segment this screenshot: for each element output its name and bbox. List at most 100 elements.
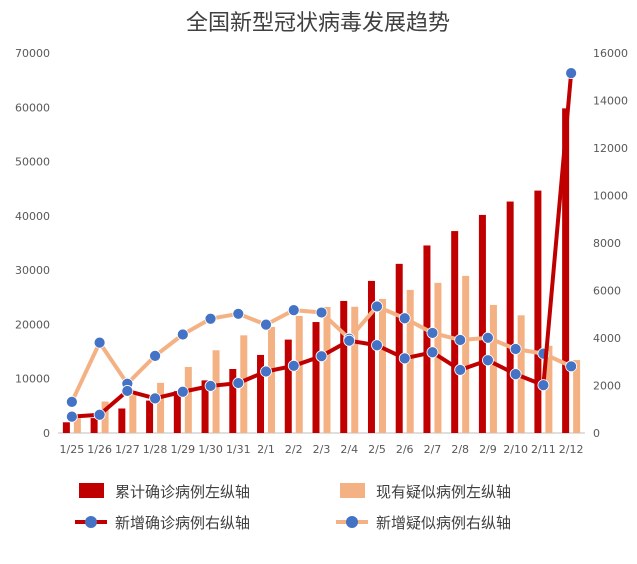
line-point <box>482 331 494 344</box>
bar <box>573 360 581 433</box>
x-axis-tick-label: 2/10 <box>503 443 528 456</box>
bar <box>229 368 237 433</box>
bar <box>118 408 126 433</box>
bar <box>478 214 486 433</box>
line-point <box>398 352 411 365</box>
bar <box>212 350 220 433</box>
line-point <box>482 354 494 367</box>
bar <box>62 422 70 433</box>
x-axis-tick-label: 2/11 <box>531 443 556 456</box>
line-point <box>565 360 578 373</box>
line-series <box>65 300 578 408</box>
left-axis-tick-label: 0 <box>43 427 50 440</box>
legend-marker <box>346 516 358 528</box>
bar <box>351 306 359 433</box>
x-axis: 1/25 1/26 1/27 1/28 1/29 1/30 1/31 2/1 2/2 2/3 2/4… <box>60 443 584 456</box>
x-axis-tick-label: 2/7 <box>424 443 442 456</box>
line-point <box>315 306 328 319</box>
x-axis-tick-label: 1/27 <box>115 443 140 456</box>
line-point <box>260 318 272 331</box>
bar <box>201 380 209 433</box>
bar <box>489 304 497 433</box>
bar <box>562 108 570 433</box>
right-axis-tick-label: 16000 <box>593 47 628 60</box>
x-axis-tick-label: 2/3 <box>313 443 331 456</box>
x-axis-tick-label: 1/28 <box>143 443 168 456</box>
legend-swatch <box>79 483 104 498</box>
bar <box>534 190 542 433</box>
line-point <box>426 327 439 339</box>
line-point <box>565 67 578 80</box>
legend-item: 新增确诊病例右纵轴 <box>75 514 250 532</box>
line-point <box>287 359 300 372</box>
bar <box>395 263 403 433</box>
bar <box>295 315 303 433</box>
line-point <box>232 307 245 320</box>
bar-series-group <box>62 108 581 433</box>
x-axis-tick-label: 2/2 <box>285 443 303 456</box>
right-axis-tick-label: 12000 <box>593 142 628 155</box>
line-point <box>371 300 383 313</box>
left-axis-tick-label: 50000 <box>15 156 50 169</box>
line-point <box>426 346 439 359</box>
legend-label: 现有疑似病例左纵轴 <box>376 483 511 501</box>
bar <box>367 280 375 433</box>
bar <box>129 395 137 433</box>
line-point <box>509 343 522 355</box>
line-point <box>93 336 106 349</box>
bar <box>423 245 431 433</box>
bar-series <box>62 108 570 433</box>
line-point <box>149 349 161 362</box>
chart-title: 全国新型冠状病毒发展趋势 <box>186 11 450 36</box>
bar <box>340 300 348 433</box>
line-point <box>260 365 272 378</box>
x-axis-tick-label: 2/6 <box>396 443 414 456</box>
bar <box>90 418 98 433</box>
left-axis: 0 10000 20000 30000 40000 50000 60000 70000 <box>15 47 50 440</box>
right-axis-tick-label: 10000 <box>593 190 628 203</box>
legend-marker <box>85 516 97 528</box>
left-axis-tick-label: 30000 <box>15 264 50 277</box>
bar <box>146 400 154 433</box>
line-point <box>232 377 245 389</box>
line-series-group <box>65 67 578 423</box>
bar <box>378 298 386 433</box>
x-axis-tick-label: 1/26 <box>87 443 112 456</box>
bar <box>268 326 276 433</box>
right-axis: 0 2000 4000 6000 8000 10000 12000 14000 16000 <box>593 47 628 440</box>
left-axis-tick-label: 70000 <box>15 47 50 60</box>
left-axis-tick-label: 10000 <box>15 373 50 386</box>
bar <box>73 418 81 433</box>
bar <box>284 339 292 433</box>
line-point <box>398 312 411 325</box>
right-axis-tick-label: 0 <box>593 427 600 440</box>
legend-label: 新增确诊病例右纵轴 <box>115 514 250 532</box>
line-point <box>287 304 300 317</box>
line-point <box>176 385 189 398</box>
left-axis-tick-label: 40000 <box>15 210 50 223</box>
x-axis-tick-label: 2/4 <box>340 443 358 456</box>
line-point <box>315 350 328 363</box>
x-axis-tick-label: 2/8 <box>451 443 469 456</box>
line-point <box>65 410 78 423</box>
left-axis-tick-label: 20000 <box>15 318 50 331</box>
line-point <box>121 385 134 397</box>
x-axis-tick-label: 1/30 <box>198 443 223 456</box>
bar <box>312 322 320 433</box>
bar <box>101 401 109 433</box>
bar <box>451 231 459 433</box>
bar <box>545 345 553 433</box>
right-axis-tick-label: 14000 <box>593 95 628 108</box>
left-axis-tick-label: 60000 <box>15 101 50 114</box>
line-point <box>454 334 467 346</box>
legend-item: 新增疑似病例右纵轴 <box>336 514 511 532</box>
right-axis-tick-label: 8000 <box>593 237 621 250</box>
x-axis-tick-label: 2/9 <box>479 443 497 456</box>
bar <box>323 306 331 433</box>
bar <box>462 275 470 433</box>
x-axis-tick-label: 1/29 <box>170 443 195 456</box>
bar <box>406 289 414 433</box>
